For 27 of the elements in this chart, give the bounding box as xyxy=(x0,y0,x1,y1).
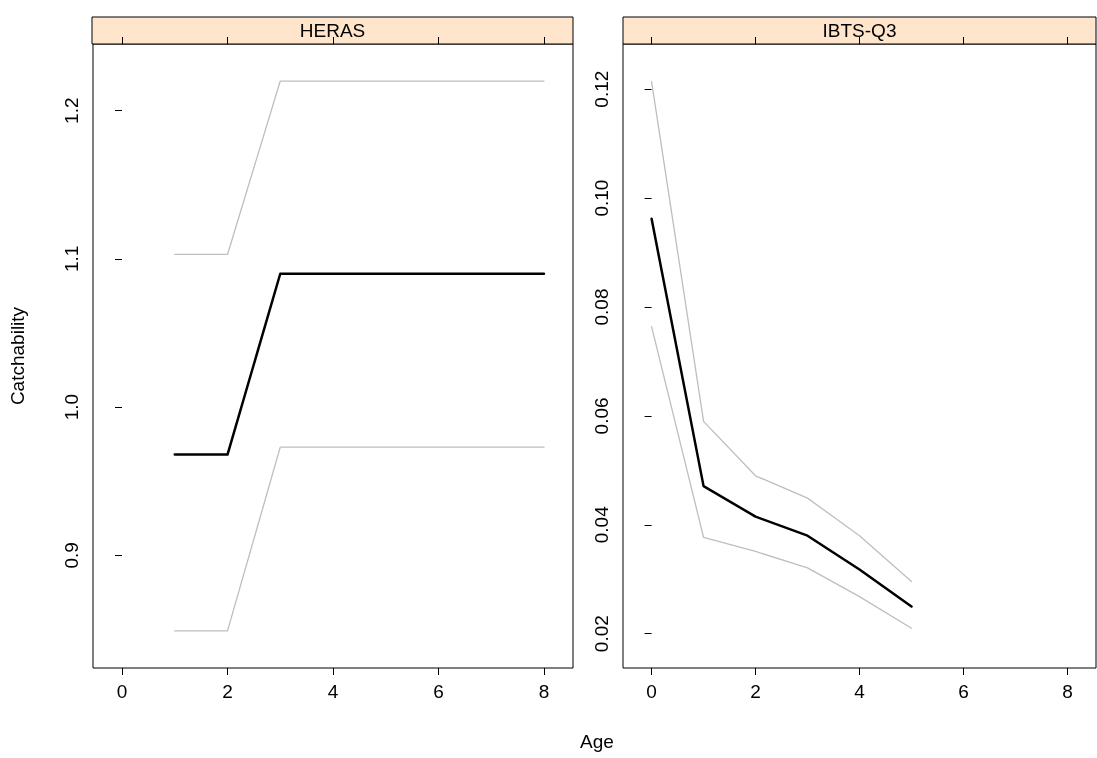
y-tick-label: 0.06 xyxy=(591,397,612,435)
y-tick-label: 0.10 xyxy=(591,179,612,217)
y-tick-label: 0.9 xyxy=(61,542,82,569)
x-tick-label: 4 xyxy=(854,681,866,702)
x-tick-label: 8 xyxy=(1062,681,1073,702)
x-tick-label: 2 xyxy=(750,681,761,702)
x-tick-label: 4 xyxy=(327,681,339,702)
line-series xyxy=(650,217,913,608)
y-axis-title: Catchability xyxy=(7,306,28,406)
x-axis-title: Age xyxy=(580,730,614,752)
y-tick-label: 1.1 xyxy=(61,245,82,273)
x-tick-label: 8 xyxy=(538,681,550,702)
line-series xyxy=(650,325,913,629)
y-tick-label: 1.0 xyxy=(61,393,82,421)
x-tick-label: 6 xyxy=(958,681,969,702)
y-tick-label: 1.2 xyxy=(61,97,82,124)
chart-title: HERAS xyxy=(299,20,366,41)
x-tick-label: 0 xyxy=(116,681,128,702)
x-tick-label: 2 xyxy=(222,681,233,702)
x-tick-label: 6 xyxy=(433,681,444,702)
y-tick-label: 0.12 xyxy=(591,70,612,108)
chart-title: IBTS-Q3 xyxy=(822,20,897,41)
x-tick-label: 0 xyxy=(646,681,657,702)
y-tick-label: 0.04 xyxy=(591,505,612,544)
y-tick-label: 0.08 xyxy=(591,288,612,326)
line-series xyxy=(650,80,913,583)
y-tick-label: 0.02 xyxy=(591,615,612,653)
